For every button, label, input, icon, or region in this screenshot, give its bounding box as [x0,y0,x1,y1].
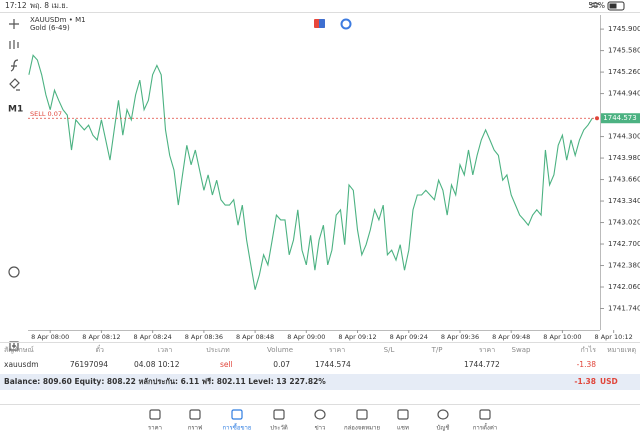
x-tick-label: 8 Apr 09:24 [390,333,428,341]
x-tick-label: 8 Apr 09:36 [441,333,479,341]
x-tick-label: 8 Apr 10:12 [595,333,633,341]
x-tick-label: 8 Apr 09:48 [492,333,530,341]
chart-subtitle: Gold (6-49) [30,24,70,32]
status-battery: 50% [588,1,605,10]
column-header: Swap [512,346,531,354]
x-tick-label: 8 Apr 08:24 [134,333,172,341]
y-tick-label: 1745.900 [608,25,640,33]
timeframe-button[interactable]: M1 [8,105,23,115]
column-header: สัญลักษณ์ [4,346,34,354]
cell-type: sell [220,360,233,369]
balance-currency: USD [600,377,618,386]
cell-time: 04.08 10:12 [134,360,180,369]
balance-profit: -1.38 [574,377,596,386]
zoom-tool[interactable] [8,266,20,278]
price-tag-label: 1744.573 [603,114,636,122]
x-tick-label: 8 Apr 08:00 [31,333,69,341]
nav-label[interactable]: ข่าว [315,425,326,432]
status-date: พฤ. 8 เม.ย. [30,1,68,10]
cell-symbol: xauusdm [4,360,39,369]
y-tick-label: 1743.020 [608,219,640,227]
nav-icon[interactable] [149,409,161,420]
nav-icon[interactable] [314,409,326,420]
cell-profit: -1.38 [577,360,597,369]
x-tick-label: 8 Apr 09:12 [338,333,376,341]
y-tick-label: 1744.300 [608,133,640,141]
column-header: หมายเหตุ [607,346,636,354]
trade-button-half [319,19,325,28]
status-time: 17:12 [5,1,27,10]
nav-icon[interactable] [356,409,368,420]
position-marker [595,116,599,121]
objects-tool[interactable] [9,78,20,91]
nav-icon[interactable] [479,409,491,420]
y-tick-label: 1743.340 [608,197,640,205]
crosshair-tool[interactable] [9,19,19,29]
indicators-tool[interactable] [9,40,19,49]
balance-bar [0,374,640,390]
nav-label[interactable]: การซื้อขาย [223,422,252,432]
y-tick-label: 1741.740 [608,305,640,313]
y-tick-label: 1743.660 [608,176,640,184]
cell-ticket: 76197094 [70,360,108,369]
nav-label[interactable]: บัญชี [437,424,450,432]
y-tick-label: 1745.580 [608,47,640,55]
cell-price: 1744.772 [464,360,500,369]
y-tick-label: 1742.700 [608,240,640,248]
cell-open-price: 1744.574 [315,360,351,369]
x-tick-label: 8 Apr 08:48 [236,333,274,341]
table-row[interactable]: xauusdm 76197094 04.08 10:12 sell 0.07 1… [4,360,596,369]
battery-icon [607,1,625,11]
x-tick-label: 8 Apr 10:00 [543,333,581,341]
nav-label[interactable]: กราฟ [188,425,202,432]
table-header: สัญลักษณ์ ตั๋ว เวลา ประเภท Volume ราคา S/L T/P ร… [4,345,636,354]
price-line [28,54,593,290]
column-header: ราคา [479,346,495,354]
y-tick-label: 1743.980 [608,154,640,162]
column-header: Volume [267,346,293,354]
y-tick-label: 1742.060 [608,283,640,291]
price-tag [601,113,640,124]
nav-icon[interactable] [231,409,243,420]
y-tick-label: 1744.940 [608,90,640,98]
battery-level [609,3,617,9]
nav-label[interactable]: แชท [397,425,409,432]
function-tool[interactable] [10,59,19,72]
nav-icon[interactable] [437,409,449,420]
y-tick-label: 1742.380 [608,262,640,270]
nav-label[interactable]: ประวัติ [270,425,288,432]
position-label: SELL 0.07 [30,110,62,118]
x-tick-label: 8 Apr 08:36 [185,333,223,341]
nav-icon[interactable] [189,409,201,420]
plot-area: 1745.900 1745.580 1745.260 1744.940 1744.300… [28,15,640,341]
nav-icon[interactable] [397,409,409,420]
bottom-nav: ราคา กราฟ การซื้อขาย ประวัติ ข่าว กล่องจดหมาย… [148,409,497,432]
column-header: เวลา [158,346,173,354]
chart-title: XAUUSDm • M1 [30,16,86,24]
nav-label[interactable]: กล่องจดหมาย [344,425,380,432]
one-click-button[interactable] [340,18,352,30]
column-header: ราคา [329,346,345,354]
column-header: กำไร [581,345,597,354]
left-toolbar: M1 [8,19,23,351]
cell-volume: 0.07 [273,360,290,369]
wifi-icon [589,2,601,8]
column-header: ประเภท [206,346,230,354]
balance-text: Balance: 809.60 Equity: 808.22 หลักประกั… [4,377,326,386]
x-tick-label: 8 Apr 09:00 [287,333,325,341]
column-header: T/P [431,346,443,354]
nav-icon[interactable] [273,409,285,420]
column-header: ตั๋ว [96,345,105,354]
nav-label[interactable]: การตั้งค่า [473,422,497,432]
x-tick-label: 8 Apr 08:12 [82,333,120,341]
nav-label[interactable]: ราคา [148,425,162,432]
y-tick-label: 1745.260 [608,68,640,76]
column-header: S/L [384,346,395,354]
